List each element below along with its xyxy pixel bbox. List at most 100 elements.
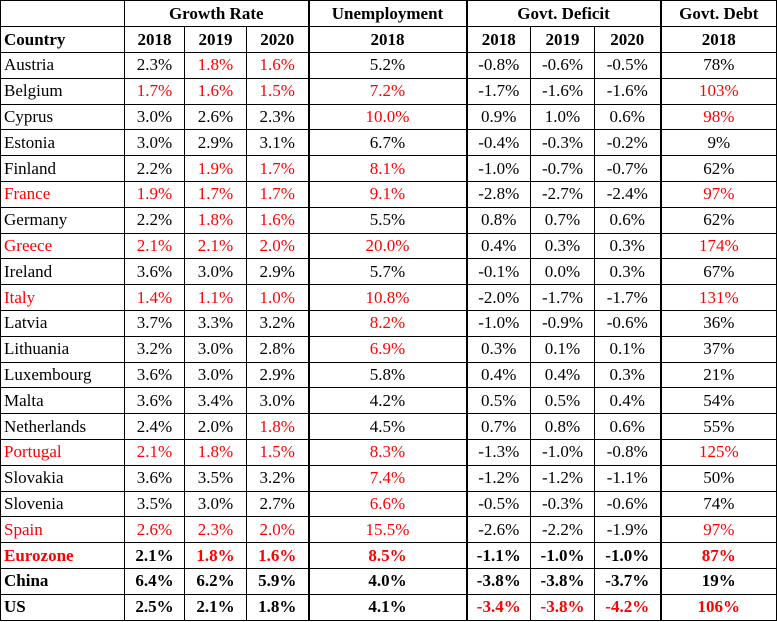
value-cell: 98% [659,103,777,131]
value-cell: 0.8% [465,206,531,234]
group-header-row: Growth Rate Unemployment Govt. Deficit G… [0,0,777,27]
column-header: 2019 [530,26,595,53]
value-cell: 55% [659,413,777,440]
value-cell: 0.3% [593,258,662,286]
value-cell: 1.0% [530,103,595,131]
value-cell: 10.8% [307,284,467,311]
value-cell: 2.0% [184,413,247,440]
value-cell: 1.6% [246,206,309,234]
value-cell: 1.9% [184,155,247,182]
value-cell: 174% [659,232,777,260]
value-cell: 1.6% [246,52,309,79]
value-cell: -0.6% [593,490,662,518]
table-row: Germany 2.2% 1.8% 1.6% 5.5% 0.8% 0.7% 0.6% 62% [0,206,777,234]
value-cell: 2.8% [246,335,309,363]
column-header: 2018 [659,26,777,53]
value-cell: 3.6% [124,258,185,286]
value-cell: 3.0% [124,103,185,131]
value-cell: -2.6% [465,516,531,544]
value-cell: 3.1% [246,129,309,157]
value-cell: 1.1% [184,284,247,311]
value-cell: 87% [659,542,777,569]
value-cell: 3.0% [184,490,247,518]
value-cell: 9% [659,129,777,157]
value-cell: -3.4% [465,593,531,621]
table-row: Latvia 3.7% 3.3% 3.2% 8.2% -1.0% -0.9% -0.6% 36% [0,309,777,337]
value-cell: 54% [659,387,777,415]
value-cell: 4.1% [307,593,467,621]
value-cell: 3.0% [184,361,247,389]
value-cell: 8.5% [307,542,467,569]
value-cell: -2.8% [465,180,531,208]
value-cell: 0.3% [593,361,662,389]
value-cell: 7.4% [307,464,467,492]
column-header-row: Country 2018 2019 2020 2018 2018 2019 2020 2018 [0,26,777,53]
table-row: France 1.9% 1.7% 1.7% 9.1% -2.8% -2.7% -2.4% 97% [0,180,777,208]
value-cell: 4.5% [307,413,467,440]
value-cell: 1.8% [184,542,247,569]
table-row: Ireland 3.6% 3.0% 2.9% 5.7% -0.1% 0.0% 0.3% 67% [0,258,777,286]
value-cell: 36% [659,309,777,337]
table-row: Cyprus 3.0% 2.6% 2.3% 10.0% 0.9% 1.0% 0.6% 98% [0,103,777,131]
value-cell: 2.1% [124,542,185,569]
value-cell: 1.7% [184,180,247,208]
value-cell: 2.9% [184,129,247,157]
value-cell: -3.8% [530,593,595,621]
value-cell: 1.8% [184,52,247,79]
table-row: Slovakia 3.6% 3.5% 3.2% 7.4% -1.2% -1.2% -1.1% 5… [0,464,777,492]
value-cell: 3.2% [124,335,185,363]
value-cell: 2.7% [246,490,309,518]
country-cell: Italy [0,284,125,311]
value-cell: 0.3% [465,335,531,363]
value-cell: 15.5% [307,516,467,544]
value-cell: 0.3% [530,232,595,260]
value-cell: 0.0% [530,258,595,286]
table-row: Greece 2.1% 2.1% 2.0% 20.0% 0.4% 0.3% 0.3% 174% [0,232,777,260]
group-header: Govt. Debt [659,0,777,27]
value-cell: -2.2% [530,516,595,544]
value-cell: -0.8% [465,52,531,79]
value-cell: 3.5% [184,464,247,492]
value-cell: -1.2% [530,464,595,492]
value-cell: 5.2% [307,52,467,79]
table-row: Lithuania 3.2% 3.0% 2.8% 6.9% 0.3% 0.1% 0.1% 37% [0,335,777,363]
value-cell: 0.6% [593,413,662,440]
value-cell: -0.9% [530,309,595,337]
value-cell: 3.7% [124,309,185,337]
country-cell: Luxembourg [0,361,125,389]
value-cell: 19% [659,567,777,595]
country-cell: France [0,180,125,208]
value-cell: 0.6% [593,206,662,234]
table-row: Austria 2.3% 1.8% 1.6% 5.2% -0.8% -0.6% -0.5% 78… [0,52,777,79]
value-cell: 2.1% [184,232,247,260]
value-cell: 50% [659,464,777,492]
value-cell: -1.0% [465,155,531,182]
value-cell: 3.6% [124,464,185,492]
value-cell: 1.7% [246,155,309,182]
value-cell: 2.9% [246,258,309,286]
value-cell: -1.7% [593,284,662,311]
value-cell: 2.1% [124,232,185,260]
table-row: Malta 3.6% 3.4% 3.0% 4.2% 0.5% 0.5% 0.4% 54% [0,387,777,415]
value-cell: 97% [659,180,777,208]
value-cell: 125% [659,438,777,466]
column-header: 2020 [593,26,662,53]
table-row: Finland 2.2% 1.9% 1.7% 8.1% -1.0% -0.7% -0.7% 62… [0,155,777,182]
value-cell: 3.6% [124,361,185,389]
country-cell: Germany [0,206,125,234]
value-cell: 0.4% [530,361,595,389]
value-cell: 6.9% [307,335,467,363]
value-cell: 2.2% [124,206,185,234]
value-cell: 97% [659,516,777,544]
table-row: Eurozone 2.1% 1.8% 1.6% 8.5% -1.1% -1.0% -1.0% 8… [0,542,777,569]
value-cell: -0.1% [465,258,531,286]
value-cell: -4.2% [593,593,662,621]
value-cell: -1.6% [593,77,662,105]
value-cell: -1.3% [465,438,531,466]
value-cell: 78% [659,52,777,79]
value-cell: 3.0% [184,335,247,363]
value-cell: 0.5% [530,387,595,415]
value-cell: 3.6% [124,387,185,415]
table-row: Estonia 3.0% 2.9% 3.1% 6.7% -0.4% -0.3% -0.2% 9% [0,129,777,157]
value-cell: 3.2% [246,464,309,492]
